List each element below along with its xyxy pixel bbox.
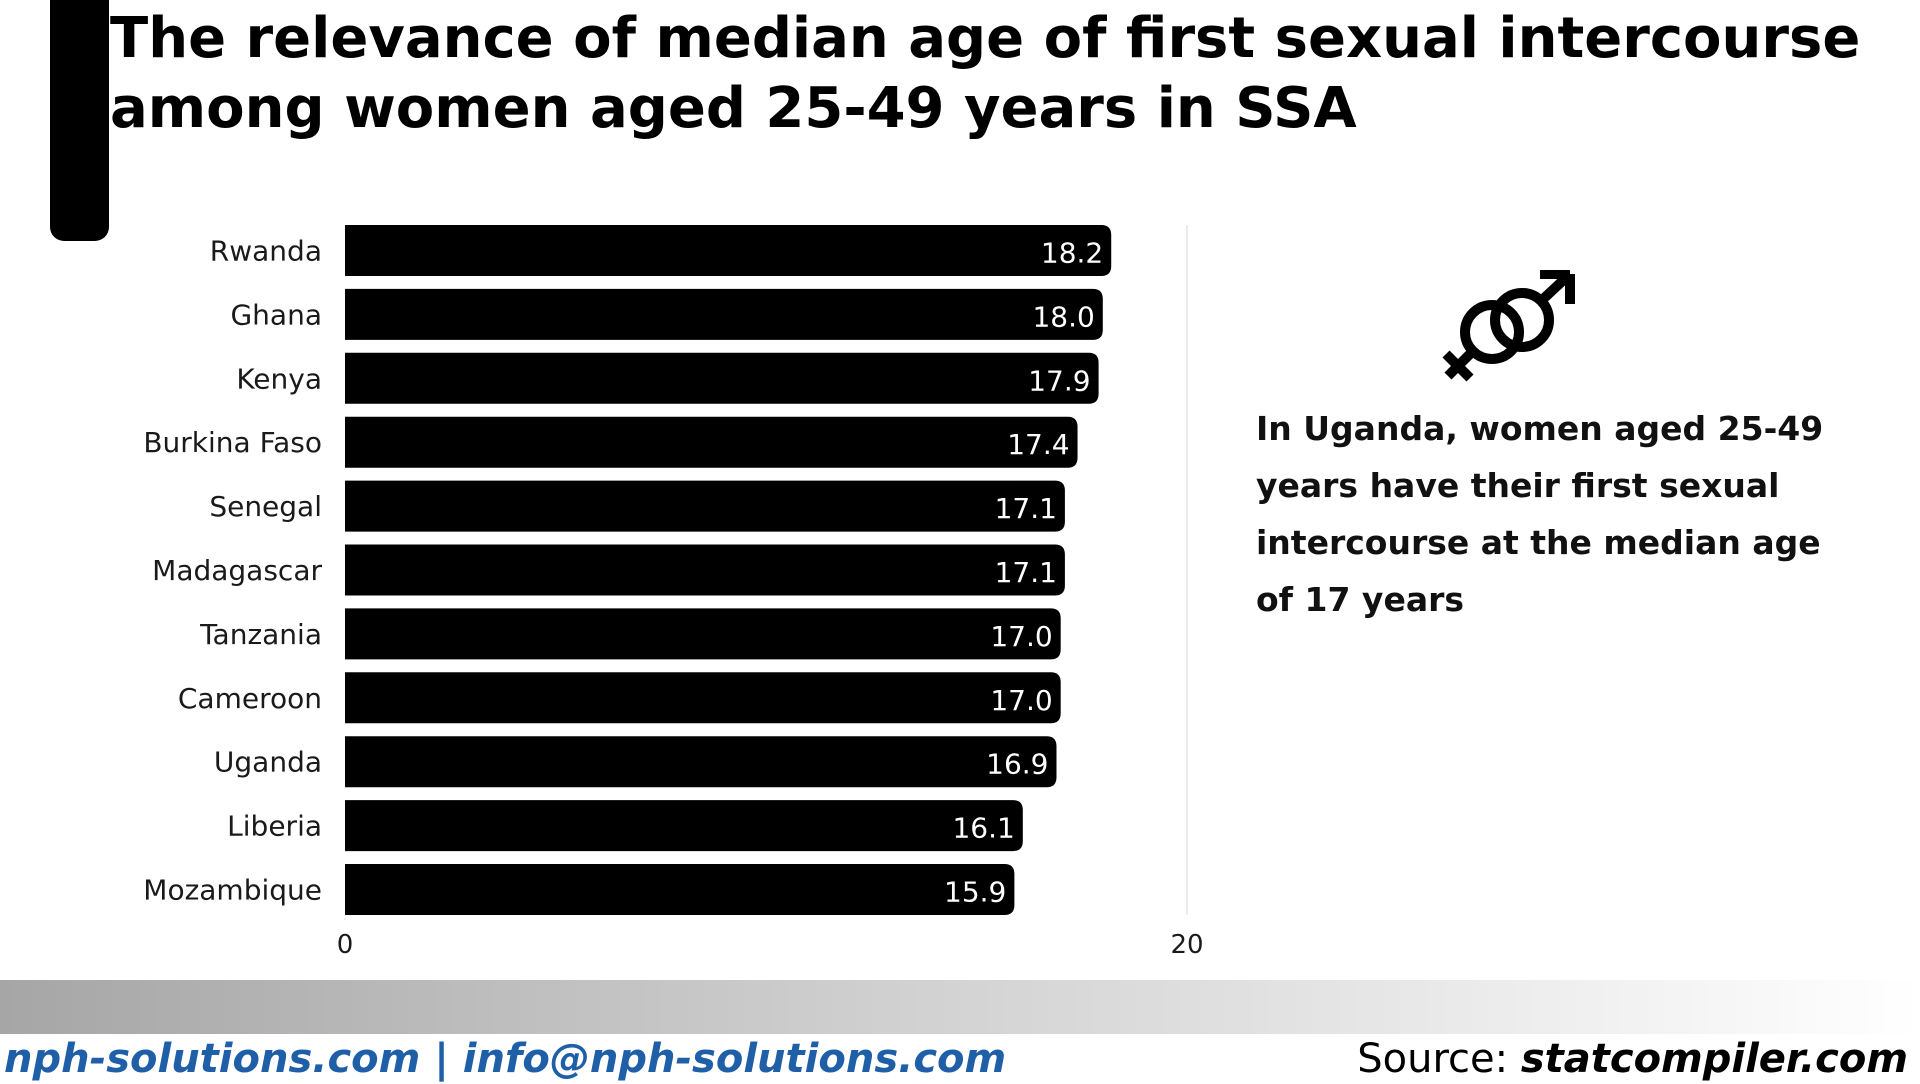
bar	[345, 800, 1023, 852]
bar	[345, 736, 1057, 788]
bar	[345, 480, 1065, 532]
category-label: Mozambique	[143, 874, 322, 907]
category-label: Tanzania	[199, 618, 322, 651]
data-label: 18.0	[1032, 300, 1094, 333]
data-label: 16.1	[952, 812, 1014, 845]
bar	[345, 416, 1078, 468]
bar	[345, 864, 1015, 915]
bar	[345, 225, 1112, 276]
category-label: Cameroon	[178, 682, 322, 715]
data-label: 17.1	[995, 556, 1057, 589]
category-label: Burkina Faso	[143, 426, 322, 459]
category-label: Senegal	[209, 490, 322, 523]
data-label: 16.9	[986, 748, 1048, 781]
data-label: 17.4	[1007, 428, 1069, 461]
uganda-note: In Uganda, women aged 25-49 years have t…	[1256, 409, 1824, 619]
footer-source: Source: statcompiler.com	[1357, 1034, 1908, 1084]
category-label: Kenya	[236, 362, 322, 395]
category-label: Rwanda	[210, 235, 322, 268]
title-line-2: among women aged 25-49 years in SSA	[110, 76, 1357, 141]
data-label: 18.2	[1041, 237, 1103, 270]
category-label: Liberia	[227, 810, 322, 843]
data-label: 17.0	[990, 620, 1052, 653]
footer-contact: nph-solutions.com | info@nph-solutions.c…	[4, 1036, 1007, 1082]
category-label: Madagascar	[152, 554, 322, 587]
bar	[345, 608, 1061, 660]
bar	[345, 352, 1099, 404]
page-title: The relevance of median age of first sex…	[110, 4, 1890, 144]
footer-band	[0, 980, 1920, 1034]
data-label: 15.9	[944, 876, 1006, 909]
data-label: 17.0	[990, 684, 1052, 717]
x-tick-label: 20	[1170, 930, 1203, 960]
bar	[345, 288, 1103, 340]
x-tick-label: 0	[337, 930, 354, 960]
category-label: Ghana	[230, 298, 322, 331]
gender-symbols-icon	[1442, 270, 1575, 382]
bar	[345, 672, 1061, 724]
title-line-1: The relevance of median age of first sex…	[110, 6, 1861, 71]
bar-chart: Rwanda 18.2 Ghana 18.0 Kenya 17.9 Burkina Faso…	[143, 225, 1204, 960]
title-accent-bar	[50, 0, 109, 241]
source-prefix: Source:	[1357, 1036, 1509, 1082]
source-site: statcompiler.com	[1520, 1036, 1908, 1082]
data-label: 17.1	[995, 492, 1057, 525]
category-label: Uganda	[214, 746, 322, 779]
data-label: 17.9	[1028, 364, 1090, 397]
bar	[345, 544, 1065, 596]
